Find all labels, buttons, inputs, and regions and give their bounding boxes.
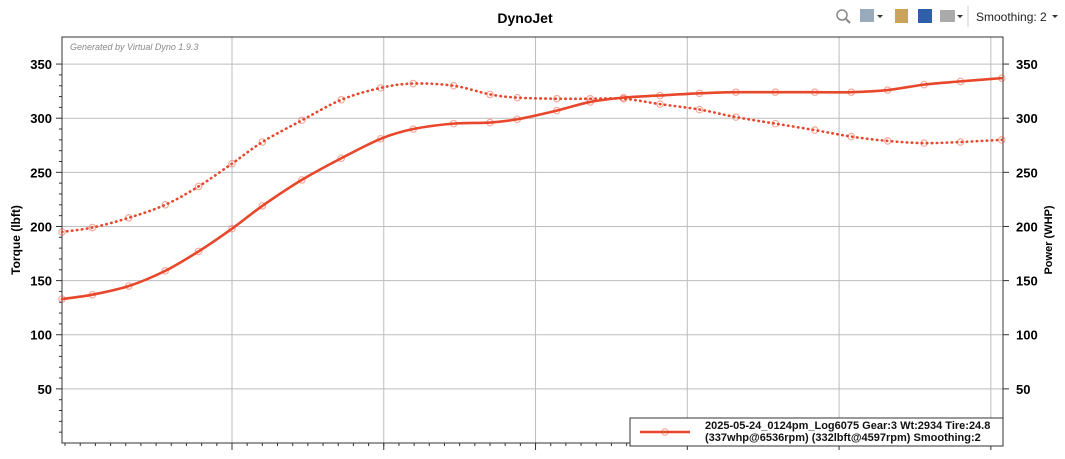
data-point <box>376 84 385 92</box>
data-point <box>586 98 594 106</box>
data-point <box>847 132 856 141</box>
y-tick-label: 150 <box>30 274 52 289</box>
data-point <box>513 115 522 124</box>
zoom-icon-handle <box>845 18 851 24</box>
data-point <box>771 119 780 128</box>
data-point <box>409 125 418 133</box>
chart-title: DynoJet <box>497 10 553 26</box>
data-point <box>337 154 346 163</box>
legend-label: (337whp@6536rpm) (332lbft@4597rpm) Smoot… <box>705 432 981 444</box>
save-icon[interactable] <box>918 9 932 23</box>
power-line <box>60 76 1004 301</box>
data-point <box>847 88 856 97</box>
data-point <box>810 88 819 97</box>
legend-label: 2025-05-24_0124pm_Log6075 Gear:3 Wt:2934… <box>705 420 990 432</box>
data-point <box>552 106 561 115</box>
data-point <box>376 134 385 143</box>
y2-axis-title: Power (WHP) <box>1043 205 1055 274</box>
data-point <box>732 113 740 121</box>
data-point <box>656 100 664 108</box>
dropdown-arrow <box>1052 15 1058 18</box>
data-point <box>228 224 236 233</box>
data-point <box>513 93 522 102</box>
data-point <box>58 228 66 236</box>
data-point <box>228 159 236 168</box>
data-point <box>997 74 1006 82</box>
legend-marker <box>661 428 669 436</box>
data-point <box>656 91 664 100</box>
data-point <box>258 202 267 210</box>
data-point <box>298 116 306 125</box>
data-point <box>298 176 306 184</box>
dropdown-arrow <box>957 15 963 18</box>
data-point <box>194 247 203 256</box>
data-point <box>920 139 928 147</box>
print-icon[interactable] <box>940 10 955 22</box>
y-tick-label: 350 <box>30 57 52 72</box>
settings-icon[interactable] <box>860 9 874 22</box>
data-point <box>883 86 892 94</box>
data-point <box>956 138 965 146</box>
data-point <box>883 137 892 145</box>
data-point <box>486 118 494 127</box>
watermark: Generated by Virtual Dyno 1.9.3 <box>70 42 198 52</box>
data-point <box>88 290 97 299</box>
y-tick-label: 200 <box>30 219 52 234</box>
legend: 2025-05-24_0124pm_Log6075 Gear:3 Wt:2934… <box>629 417 1004 447</box>
data-point <box>337 95 346 104</box>
plot-frame <box>61 36 1004 444</box>
y2-tick-label: 250 <box>1016 165 1038 180</box>
data-point <box>552 94 561 103</box>
data-point <box>695 89 704 98</box>
y-axis-title: Torque (lbft) <box>9 205 23 275</box>
y2-tick-label: 150 <box>1016 274 1038 289</box>
toolbar: Smoothing: 2 <box>836 6 1058 27</box>
data-point <box>810 126 819 134</box>
data-point <box>124 214 133 222</box>
data-point <box>486 90 494 99</box>
data-point <box>732 88 740 97</box>
data-point <box>449 119 458 128</box>
data-point <box>920 80 928 89</box>
data-point <box>124 282 133 290</box>
data-point <box>771 88 780 97</box>
data-point <box>194 182 203 191</box>
data-point <box>88 223 97 232</box>
y-tick-label: 250 <box>30 165 52 180</box>
y2-tick-label: 100 <box>1016 328 1038 343</box>
data-point <box>956 77 965 86</box>
y2-tick-label: 350 <box>1016 57 1038 72</box>
data-point <box>449 81 458 90</box>
data-point <box>58 295 66 303</box>
data-point <box>997 136 1006 144</box>
clipboard-icon[interactable] <box>895 9 908 23</box>
smoothing-dropdown[interactable]: Smoothing: 2 <box>976 10 1047 24</box>
y2-tick-label: 50 <box>1016 382 1030 397</box>
y-tick-label: 300 <box>30 111 52 126</box>
y-tick-label: 50 <box>38 382 52 397</box>
data-point <box>409 79 418 88</box>
data-point <box>161 201 170 209</box>
data-point <box>161 267 170 275</box>
y2-tick-label: 300 <box>1016 111 1038 126</box>
data-point <box>258 138 267 146</box>
data-point <box>695 105 704 114</box>
data-point <box>619 93 628 102</box>
dropdown-arrow <box>877 15 883 18</box>
y2-tick-label: 200 <box>1016 219 1038 234</box>
legend-box <box>629 417 1004 447</box>
y-tick-label: 100 <box>30 328 52 343</box>
zoom-icon[interactable] <box>836 9 848 21</box>
